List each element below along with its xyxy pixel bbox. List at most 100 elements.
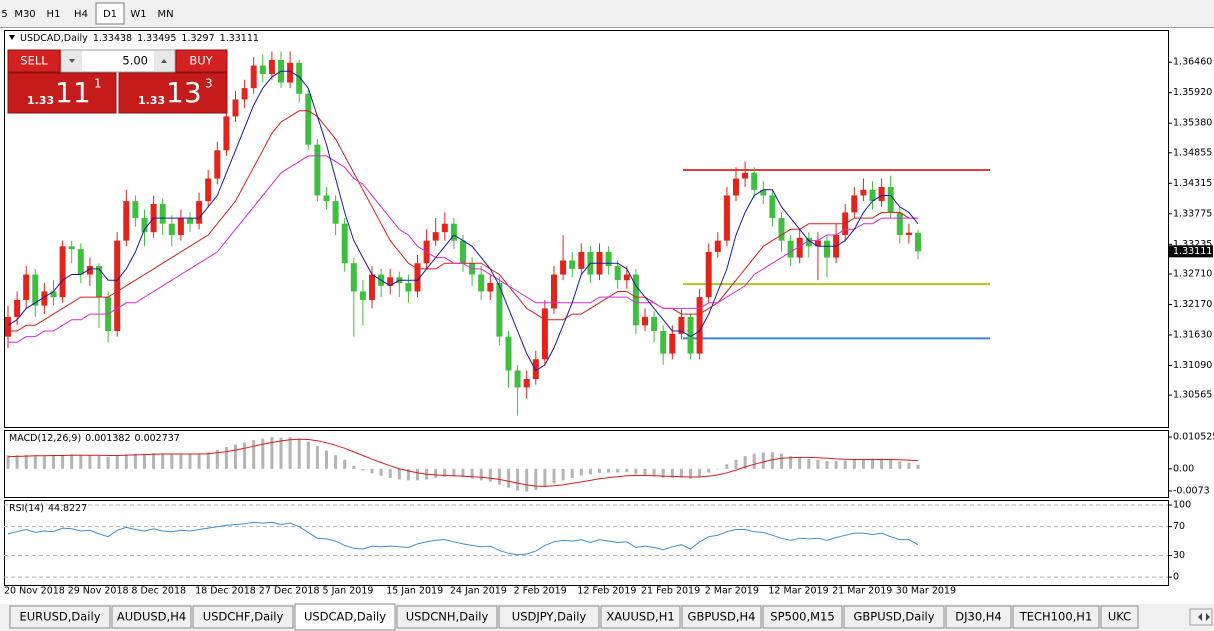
symbol-tab-label[interactable]: USDCNH,Daily <box>406 610 489 624</box>
symbol-tab-label[interactable]: USDCAD,Daily <box>304 610 386 624</box>
symbol-tab[interactable] <box>843 605 945 629</box>
ask-price-box[interactable] <box>118 72 228 114</box>
lot-down-arrow <box>69 59 75 63</box>
symbol-tab-label[interactable]: USDJPY,Daily <box>512 610 587 624</box>
symbol-tab[interactable] <box>1012 605 1100 629</box>
symbol-tab-label[interactable]: DJ30,H4 <box>955 610 1002 624</box>
symbol-tab-label[interactable]: SP500,M15 <box>770 610 834 624</box>
symbol-tab[interactable] <box>945 605 1012 629</box>
symbol-tab-label[interactable]: EURUSD,Daily <box>20 610 101 624</box>
macd-bar <box>370 468 374 474</box>
macd-bar <box>343 459 347 469</box>
macd-bar <box>52 455 55 469</box>
timeframe-button[interactable] <box>68 3 94 24</box>
timeframe-button[interactable] <box>11 3 39 24</box>
timeframe-button[interactable] <box>95 2 125 25</box>
macd-bar <box>79 454 83 469</box>
timeframe-label[interactable]: M30 <box>14 9 35 20</box>
symbol-tab-label[interactable]: AUDUSD,H4 <box>117 610 186 624</box>
macd-bar <box>288 437 292 469</box>
symbol-tab-label[interactable]: GBPUSD,H4 <box>688 610 756 624</box>
candle-body <box>460 240 466 264</box>
candle-body <box>441 223 448 233</box>
symbol-tab[interactable] <box>294 603 396 631</box>
candle-body <box>742 172 749 179</box>
y-tick-label: -0.0073 <box>1173 485 1210 496</box>
bid-small: 1 <box>94 77 102 91</box>
panel-title: USDCAD,Daily 1.33438 1.33495 1.3297 1.33111 <box>20 33 259 44</box>
macd-bar <box>70 454 74 469</box>
timeframe-label[interactable]: 5 <box>1 9 7 20</box>
candle-body <box>296 62 303 94</box>
ask-small: 3 <box>205 77 213 91</box>
y-tick-label: 1.32710 <box>1173 268 1212 279</box>
macd-bar <box>752 453 756 469</box>
macd-bar <box>516 468 520 491</box>
sell-button[interactable] <box>7 49 61 73</box>
timeframe-label[interactable]: MN <box>157 9 173 20</box>
candle-body <box>569 260 576 269</box>
symbol-tab-label[interactable]: TECH100,H1 <box>1019 610 1093 624</box>
candle-body <box>714 240 721 252</box>
candle-body <box>887 186 894 213</box>
macd-bar <box>579 468 583 476</box>
timeframe-label[interactable]: H4 <box>74 9 88 20</box>
title-part: 44.8227 <box>48 503 87 514</box>
symbol-tab[interactable] <box>111 605 192 629</box>
timeframe-label[interactable]: H1 <box>47 9 61 20</box>
timeframe-button[interactable] <box>126 3 151 24</box>
lot-value[interactable]: 5.00 <box>122 54 148 68</box>
candle-body <box>705 251 712 298</box>
chart-layer: 1.364601.359201.353801.348551.343151.337… <box>4 30 1214 597</box>
macd-bar <box>279 437 283 469</box>
macd-bar <box>252 440 256 469</box>
title-part: USDCAD,Daily <box>20 33 88 44</box>
symbol-tab-label[interactable]: USDCHF,Daily <box>203 610 284 624</box>
candle-body <box>232 99 239 117</box>
macd-bar <box>434 468 438 478</box>
lot-box[interactable] <box>60 49 176 73</box>
symbol-tab-label[interactable]: GBPUSD,Daily <box>853 610 934 624</box>
candle-body <box>642 316 648 326</box>
timeframe-button[interactable] <box>41 3 66 24</box>
macd-bar <box>297 438 301 469</box>
timeframe-label[interactable]: W1 <box>130 9 146 20</box>
symbol-tab[interactable] <box>9 605 111 629</box>
candle-body <box>114 240 121 331</box>
title-part: 0.001382 <box>85 433 130 444</box>
symbol-tab[interactable] <box>762 605 843 629</box>
symbol-tabs: EURUSD,Daily AUDUSD,H4 USDCHF,Daily USDCAD,… <box>9 603 1213 631</box>
timeframe-button[interactable] <box>153 3 178 24</box>
buy-label[interactable]: BUY <box>189 54 213 68</box>
macd-bar <box>88 454 92 469</box>
symbol-tab-label[interactable]: XAUUSD,H1 <box>606 610 674 624</box>
macd-bar <box>352 465 356 469</box>
candle-body <box>632 274 639 326</box>
x-tick-label: 18 Dec 2018 <box>195 586 256 597</box>
candle-body <box>241 88 248 100</box>
candle-body <box>605 251 612 267</box>
timeframe-label[interactable]: D1 <box>103 9 117 20</box>
panel-title: MACD(12,26,9) 0.001382 0.002737 <box>9 433 180 444</box>
symbol-tab-label[interactable]: UKC <box>1108 610 1131 624</box>
y-tick-label: 0.010525 <box>1173 432 1214 443</box>
symbol-tab[interactable] <box>600 605 681 629</box>
candle-body <box>578 251 585 269</box>
bid-price-box[interactable] <box>7 72 117 114</box>
macd-bar <box>643 468 647 476</box>
macd-bar <box>816 459 820 469</box>
title-part: MACD(12,26,9) <box>9 433 81 444</box>
candle-body <box>59 246 66 298</box>
symbol-tab[interactable] <box>1100 605 1139 629</box>
moving-average <box>8 155 918 343</box>
symbol-tab[interactable] <box>681 605 762 629</box>
symbol-tab[interactable] <box>396 605 498 629</box>
timeframe-button[interactable] <box>0 3 9 24</box>
title-arrow <box>9 35 15 40</box>
sell-label[interactable]: SELL <box>20 54 48 68</box>
buy-button[interactable] <box>175 49 228 73</box>
symbol-tab[interactable] <box>192 605 294 629</box>
symbol-tab[interactable] <box>498 605 600 629</box>
candle-body <box>896 212 903 235</box>
macd-bar <box>270 437 274 469</box>
